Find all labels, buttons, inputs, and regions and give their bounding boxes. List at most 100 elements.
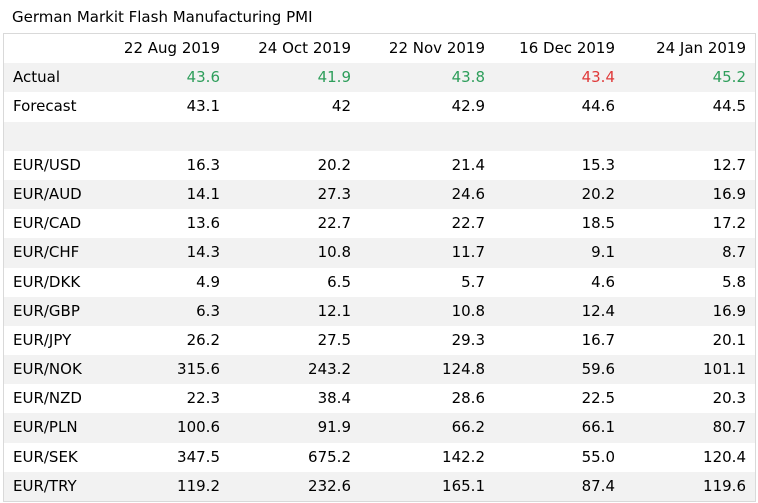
pair-value: 9.1 [591,243,615,262]
row-label: EUR/GBP [13,301,80,320]
row-label: EUR/JPY [13,330,72,349]
header-cell: 22 Aug 2019 [123,39,220,57]
pair-value: 24.6 [451,184,485,203]
header-cell: 24 Jan 2019 [656,39,746,57]
table-row: EUR/USD 16.3 20.2 21.4 15.3 12.7 [4,151,755,180]
header-cell: 16 Dec 2019 [519,39,615,57]
pair-value: 22.3 [186,389,220,408]
pair-value: 20.2 [581,184,615,203]
pair-value: 22.7 [317,214,351,233]
table-row: EUR/AUD 14.1 27.3 24.6 20.2 16.9 [4,179,755,210]
pair-value: 20.1 [712,330,746,349]
pair-value: 26.2 [186,330,220,349]
row-label: EUR/NZD [13,389,82,408]
pair-value: 16.7 [581,330,615,349]
pair-value: 5.7 [461,272,485,291]
row-label: Actual [13,68,60,87]
forecast-value: 44.6 [581,97,615,116]
pair-value: 119.6 [703,476,746,495]
row-label: EUR/CAD [13,214,82,233]
row-label: EUR/NOK [13,360,82,379]
pair-value: 59.6 [581,360,615,379]
pair-value: 100.6 [177,418,220,437]
actual-value: 45.2 [712,68,746,87]
pmi-table: 22 Aug 2019 24 Oct 2019 22 Nov 2019 16 D… [3,33,756,502]
table-row: EUR/DKK 4.9 6.5 5.7 4.6 5.8 [4,268,755,297]
pair-value: 66.2 [451,418,485,437]
table-row: EUR/SEK 347.5 675.2 142.2 55.0 120.4 [4,443,755,472]
pair-value: 21.4 [451,155,485,174]
actual-value: 41.9 [317,68,351,87]
pair-value: 120.4 [703,447,746,466]
row-label: EUR/DKK [13,272,81,291]
actual-value: 43.4 [581,68,615,87]
pair-value: 11.7 [451,243,485,262]
table-row: EUR/PLN 100.6 91.9 66.2 66.1 80.7 [4,413,755,443]
header-cell [4,34,91,63]
pair-value: 12.1 [317,301,351,320]
table-row: EUR/CHF 14.3 10.8 11.7 9.1 8.7 [4,238,755,268]
header-cell: 22 Nov 2019 [388,39,485,57]
pair-value: 675.2 [308,447,351,466]
row-label: EUR/CHF [13,243,80,262]
pair-value: 22.7 [451,214,485,233]
pair-value: 15.3 [581,155,615,174]
pair-value: 22.5 [581,389,615,408]
pair-value: 38.4 [317,389,351,408]
pair-value: 315.6 [177,360,220,379]
header-row: 22 Aug 2019 24 Oct 2019 22 Nov 2019 16 D… [4,34,755,63]
table-title: German Markit Flash Manufacturing PMI [12,8,313,26]
row-label: EUR/TRY [13,476,77,495]
pair-value: 80.7 [712,418,746,437]
forecast-value: 44.5 [712,97,746,116]
pair-value: 8.7 [722,243,746,262]
pair-value: 4.6 [591,272,615,291]
pair-value: 20.2 [317,155,351,174]
pair-value: 119.2 [177,476,220,495]
forecast-value: 42 [331,97,351,116]
row-label: EUR/USD [13,155,81,174]
spacer-row [4,121,755,151]
header-cell: 24 Oct 2019 [258,39,351,57]
forecast-value: 43.1 [186,97,220,116]
pair-value: 6.5 [327,272,351,291]
table-row: EUR/TRY 119.2 232.6 165.1 87.4 119.6 [4,471,755,501]
row-label: EUR/PLN [13,418,78,437]
pair-value: 14.3 [186,243,220,262]
pair-value: 27.5 [317,330,351,349]
pair-value: 20.3 [712,389,746,408]
pair-value: 142.2 [442,447,485,466]
table-row: EUR/JPY 26.2 27.5 29.3 16.7 20.1 [4,326,755,355]
pair-value: 6.3 [196,301,220,320]
pairs-body: EUR/USD 16.3 20.2 21.4 15.3 12.7 EUR/AUD 14.1 27… [4,151,755,501]
pair-value: 16.9 [712,301,746,320]
pair-value: 18.5 [581,214,615,233]
pair-value: 91.9 [317,418,351,437]
row-label: EUR/SEK [13,447,78,466]
pair-value: 232.6 [308,476,351,495]
pair-value: 10.8 [451,301,485,320]
pair-value: 12.7 [712,155,746,174]
pair-value: 14.1 [186,184,220,203]
table-row: EUR/NOK 315.6 243.2 124.8 59.6 101.1 [4,355,755,385]
pair-value: 55.0 [581,447,615,466]
pair-value: 16.3 [186,155,220,174]
pair-value: 165.1 [442,476,485,495]
pair-value: 10.8 [317,243,351,262]
table-row: EUR/CAD 13.6 22.7 22.7 18.5 17.2 [4,209,755,238]
pair-value: 101.1 [703,360,746,379]
pair-value: 29.3 [451,330,485,349]
pair-value: 4.9 [196,272,220,291]
pair-value: 13.6 [186,214,220,233]
pair-value: 27.3 [317,184,351,203]
pair-value: 12.4 [581,301,615,320]
pair-value: 347.5 [177,447,220,466]
pair-value: 66.1 [581,418,615,437]
forecast-value: 42.9 [451,97,485,116]
pair-value: 16.9 [712,184,746,203]
pair-value: 28.6 [451,389,485,408]
pair-value: 87.4 [581,476,615,495]
table-row: EUR/GBP 6.3 12.1 10.8 12.4 16.9 [4,296,755,326]
forecast-row: Forecast 43.1 42 42.9 44.6 44.5 [4,92,755,121]
row-label: Forecast [13,97,77,116]
